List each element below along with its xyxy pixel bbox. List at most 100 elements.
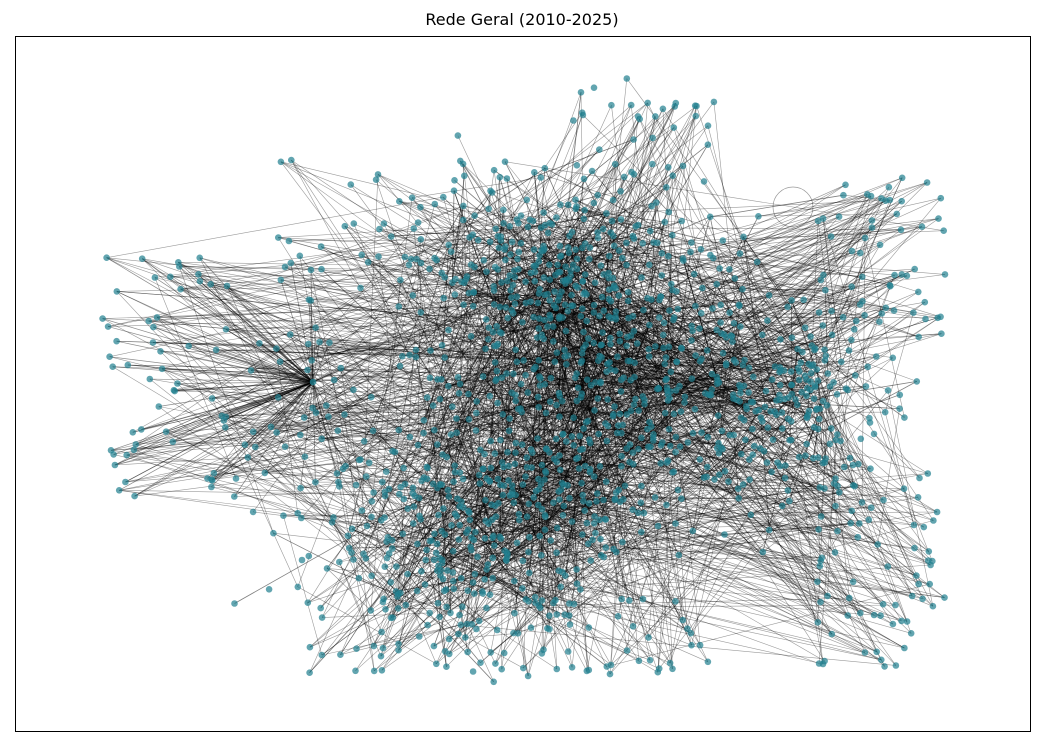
- edge: [216, 349, 799, 369]
- edge: [479, 483, 493, 538]
- edge: [444, 216, 840, 652]
- node: [377, 652, 385, 660]
- edge: [483, 468, 832, 635]
- node: [443, 663, 450, 670]
- edge: [584, 209, 925, 528]
- node: [106, 353, 113, 361]
- edge: [320, 230, 651, 609]
- edge: [812, 418, 820, 459]
- edge: [259, 342, 314, 383]
- edge: [682, 258, 718, 378]
- node: [208, 483, 215, 491]
- node: [535, 357, 542, 364]
- edge: [538, 357, 602, 361]
- edge: [351, 528, 393, 549]
- node: [583, 317, 590, 325]
- node: [399, 353, 406, 360]
- node: [759, 331, 766, 339]
- edge: [562, 434, 578, 584]
- node: [605, 286, 613, 293]
- node: [688, 322, 695, 330]
- edge: [620, 219, 819, 623]
- node: [507, 287, 514, 294]
- node: [715, 450, 723, 457]
- edge: [308, 343, 825, 489]
- node: [414, 441, 422, 449]
- edge: [544, 167, 673, 236]
- node: [490, 301, 498, 308]
- node: [837, 437, 844, 445]
- node: [531, 277, 539, 285]
- edge: [264, 381, 314, 474]
- edge: [699, 328, 885, 667]
- edge: [211, 486, 499, 504]
- edge: [489, 564, 931, 595]
- edge: [553, 399, 737, 604]
- node: [638, 482, 645, 490]
- node: [459, 603, 466, 610]
- edge: [291, 159, 461, 473]
- node: [551, 358, 559, 366]
- node: [590, 520, 598, 527]
- node: [341, 411, 348, 418]
- edge: [608, 272, 692, 341]
- node: [910, 521, 918, 529]
- edge: [381, 315, 600, 671]
- node: [372, 176, 380, 183]
- edge: [223, 420, 700, 460]
- edge: [311, 285, 576, 361]
- edge: [413, 406, 453, 507]
- node: [784, 415, 792, 423]
- node: [619, 421, 626, 429]
- node: [450, 585, 458, 593]
- node: [665, 208, 673, 216]
- edge: [112, 366, 314, 383]
- node: [274, 394, 282, 401]
- node: [580, 328, 587, 336]
- edge: [110, 336, 628, 451]
- node: [307, 297, 315, 304]
- edge: [134, 264, 558, 497]
- edge: [312, 407, 554, 604]
- edge: [600, 116, 639, 540]
- node: [509, 281, 517, 289]
- edge: [280, 279, 799, 369]
- edge: [259, 343, 602, 556]
- edge: [852, 485, 933, 562]
- node: [937, 194, 945, 202]
- edge: [188, 345, 314, 383]
- node: [630, 235, 638, 242]
- edge: [307, 365, 727, 371]
- node: [362, 555, 370, 562]
- node: [418, 477, 426, 485]
- edge: [695, 333, 942, 356]
- node: [553, 214, 560, 221]
- edge: [482, 376, 858, 538]
- edge: [431, 414, 504, 541]
- edge: [320, 246, 650, 423]
- edge: [642, 396, 908, 622]
- node: [595, 430, 602, 438]
- node: [318, 651, 326, 659]
- edge: [488, 523, 913, 597]
- node: [370, 489, 377, 496]
- node: [623, 342, 630, 350]
- node: [365, 459, 373, 467]
- node: [122, 478, 129, 486]
- node: [700, 474, 708, 481]
- node: [406, 351, 413, 359]
- node: [670, 124, 678, 131]
- edge: [388, 488, 476, 575]
- edge: [495, 380, 557, 440]
- edge: [514, 463, 820, 567]
- node: [603, 437, 611, 445]
- edge: [442, 102, 677, 455]
- node: [309, 404, 316, 412]
- node: [556, 242, 564, 250]
- edge: [472, 305, 567, 365]
- edge: [133, 388, 658, 451]
- node: [492, 225, 500, 233]
- node: [664, 391, 672, 398]
- edge: [300, 371, 607, 489]
- edge: [670, 391, 931, 566]
